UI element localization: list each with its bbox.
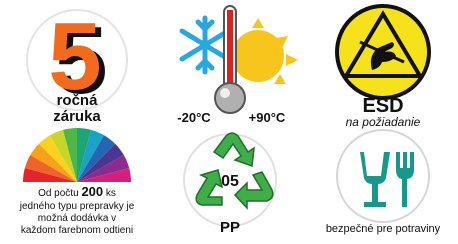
thermometer-mercury — [227, 10, 233, 90]
esd-icon: ESD na požiadanie — [337, 6, 429, 129]
sun — [232, 18, 298, 84]
snowflake — [182, 18, 228, 72]
esd-label: ESD — [362, 95, 403, 117]
food-icon: bezpečné pre potraviny — [326, 130, 441, 235]
colors-unit: ks — [106, 188, 116, 199]
food-caption: bezpečné pre potraviny — [326, 223, 441, 235]
warranty-icon: 5 5 ročná záruka — [27, 3, 127, 125]
page: {"items": [ {"number": 5, "line1": "ročn… — [0, 0, 458, 244]
recycling-code: 05 — [221, 173, 239, 190]
icon-grid: 5 5 ročná záruka -20°C +90°C ESD na po — [0, 0, 458, 244]
temperature-icon: -20°C +90°C — [177, 6, 298, 125]
temp-low: -20°C — [177, 110, 211, 125]
warranty-line1: ročná — [57, 92, 99, 109]
recycling-icon: 05 PP — [184, 133, 276, 236]
esd-note: na požiadanie — [346, 115, 421, 129]
temp-high: +90°C — [249, 110, 286, 125]
colors-line: jedného typu prepravky je — [19, 201, 135, 212]
colors-line: každom farebnom odtieni — [21, 225, 133, 236]
bulb-highlight — [220, 88, 230, 98]
colors-line: možná dodávka v — [38, 213, 116, 224]
thermometer-bulb — [215, 83, 245, 113]
recycling-material: PP — [220, 219, 240, 236]
colors-prefix: Od počtu — [38, 188, 79, 199]
colors-count: 200 — [81, 184, 103, 199]
warranty-line2: záruka — [53, 108, 101, 125]
